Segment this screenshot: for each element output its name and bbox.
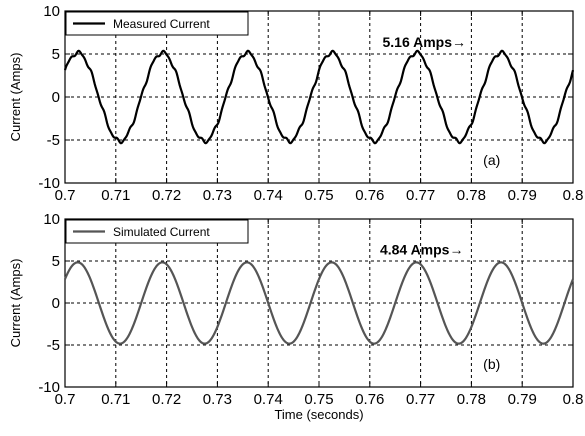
x-tick-label: 0.71 <box>101 391 130 408</box>
x-tick-label: 0.73 <box>203 391 232 408</box>
legend-label: Simulated Current <box>113 225 210 239</box>
chart-panel-b: 0.7 0.71 0.72 0.73 0.74 0.75 0.76 0.77 0.78 0.79 0… <box>8 211 583 422</box>
peak-annotation: 5.16 Amps→ <box>383 34 467 50</box>
panel-label: (a) <box>483 152 500 168</box>
legend-box <box>65 219 249 244</box>
x-tick-label: 0.74 <box>254 391 283 408</box>
x-tick-label: 0.77 <box>406 391 435 408</box>
legend-box <box>65 11 249 36</box>
x-tick-label: 0.73 <box>203 187 232 204</box>
y-tick-label: -10 <box>38 175 60 192</box>
x-tick-label: 0.77 <box>406 187 435 204</box>
y-axis-title: Current (Amps) <box>8 259 23 348</box>
x-tick-label: 0.79 <box>508 391 537 408</box>
y-tick-label: -5 <box>47 337 60 354</box>
x-tick-label: 0.8 <box>563 187 584 204</box>
series-line <box>63 261 575 345</box>
x-tick-label: 0.71 <box>101 187 130 204</box>
x-tick-label: 0.72 <box>152 391 181 408</box>
peak-annotation: 4.84 Amps→ <box>380 241 464 257</box>
x-tick-label: 0.8 <box>563 391 584 408</box>
series-line <box>63 49 575 145</box>
legend: Simulated Current <box>65 219 249 244</box>
y-tick-label: -5 <box>47 132 60 149</box>
panel-label: (b) <box>483 356 500 372</box>
x-tick-label: 0.75 <box>304 187 333 204</box>
y-tick-label: 10 <box>43 211 60 228</box>
y-tick-label: 0 <box>52 89 60 106</box>
x-tick-label: 0.72 <box>152 187 181 204</box>
x-tick-label: 0.7 <box>55 391 76 408</box>
y-axis-title: Current (Amps) <box>8 53 23 142</box>
x-tick-label: 0.78 <box>457 187 486 204</box>
y-tick-label: -10 <box>38 379 60 396</box>
x-tick-label: 0.76 <box>355 391 384 408</box>
chart-panel-a: 0.7 0.71 0.72 0.73 0.74 0.75 0.76 0.77 0.78 0.79 0… <box>8 3 583 204</box>
legend-label: Measured Current <box>113 17 210 31</box>
y-tick-label: 5 <box>52 253 60 270</box>
x-tick-label: 0.75 <box>304 391 333 408</box>
y-tick-label: 0 <box>52 295 60 312</box>
y-tick-label: 10 <box>43 3 60 20</box>
x-tick-label: 0.78 <box>457 391 486 408</box>
y-tick-label: 5 <box>52 46 60 63</box>
x-tick-label: 0.74 <box>254 187 283 204</box>
legend: Measured Current <box>65 11 249 36</box>
x-tick-label: 0.7 <box>55 187 76 204</box>
x-axis-title: Time (seconds) <box>274 407 363 422</box>
x-tick-label: 0.76 <box>355 187 384 204</box>
x-tick-label: 0.79 <box>508 187 537 204</box>
